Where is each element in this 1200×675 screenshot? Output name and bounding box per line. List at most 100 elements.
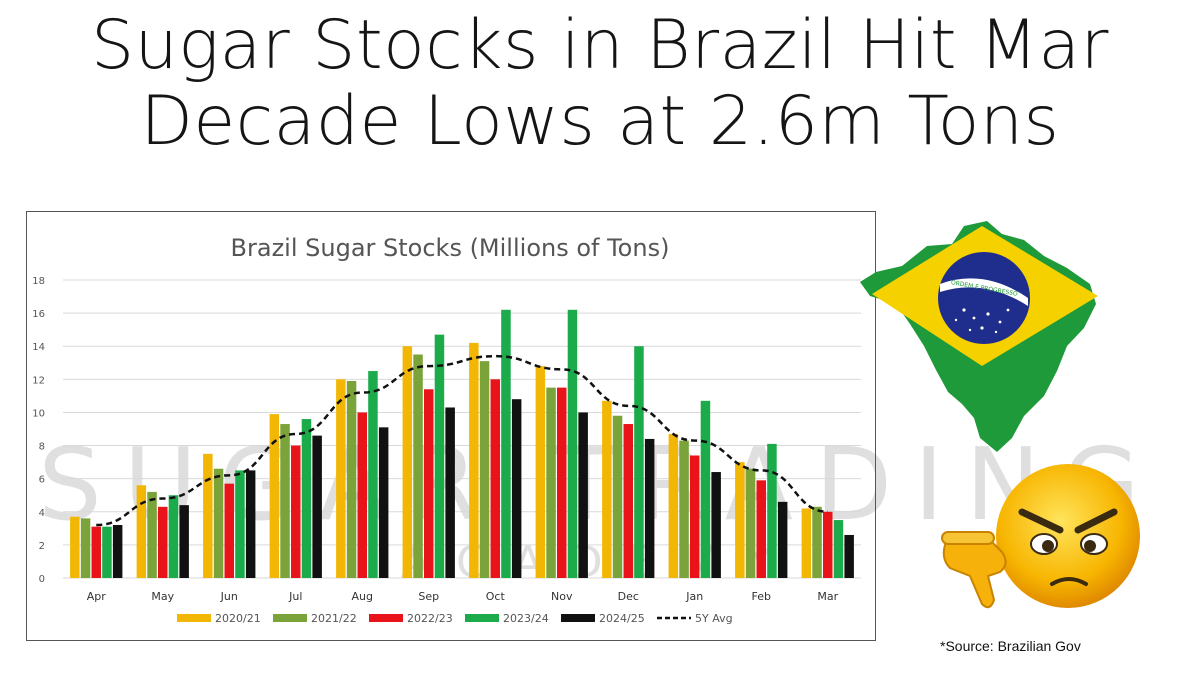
flag-globe: [938, 252, 1030, 344]
brazil-map-flag-icon: ORDEM E PROGRESSO: [852, 206, 1102, 456]
legend-label: 5Y Avg: [695, 612, 733, 625]
bar-2024-25-jul: [312, 435, 322, 578]
bar-2020-21-oct: [469, 342, 479, 578]
y-tick-label: 4: [39, 508, 45, 519]
y-tick-label: 8: [39, 442, 45, 453]
bar-2024-25-mar: [844, 534, 854, 578]
x-tick-label: Jan: [685, 590, 703, 603]
thumbs-down-icon: [941, 531, 1007, 609]
flag-stars: [954, 308, 1010, 334]
bar-2020-21-nov: [535, 366, 546, 578]
y-axis-ticks: 0 2 4 6 8 10 12 14 16 18: [32, 276, 45, 585]
average-line-layer: [96, 354, 828, 527]
y-tick-label: 16: [32, 309, 45, 320]
bar-2021-22-may: [147, 491, 157, 578]
bar-2020-21-jan: [668, 433, 679, 578]
bar-2023-24-mar: [833, 520, 844, 578]
bar-2021-22-aug: [346, 380, 357, 578]
line-5y-avg: [96, 354, 828, 527]
bar-2022-23-sep: [424, 389, 434, 578]
bar-2021-22-feb: [745, 468, 756, 578]
x-tick-label: Sep: [418, 590, 439, 603]
y-tick-label: 0: [39, 574, 45, 585]
bar-2020-21-apr: [70, 516, 80, 578]
x-tick-label: May: [151, 590, 174, 603]
bar-2023-24-oct: [501, 309, 511, 578]
headline-line-1: Sugar Stocks in Brazil Hit Mar: [91, 6, 1109, 85]
bar-2023-24-apr: [102, 526, 112, 578]
headline-line-2: Decade Lows at 2.6m Tons: [140, 82, 1060, 161]
bar-2023-24-sep: [434, 334, 445, 578]
bar-2020-21-may: [136, 485, 147, 578]
grid-lines: [63, 279, 861, 579]
bar-2020-21-jul: [269, 414, 280, 578]
bar-2022-23-jun: [224, 483, 234, 578]
bars: [70, 309, 854, 578]
bar-2022-23-mar: [823, 511, 833, 578]
emoji-face: [996, 464, 1140, 608]
legend-label: 2022/23: [407, 612, 453, 625]
bar-2022-23-dec: [623, 424, 633, 578]
bar-2020-21-aug: [336, 379, 346, 578]
bar-2021-22-mar: [812, 506, 822, 578]
bar-2021-22-apr: [80, 518, 91, 578]
bar-2024-25-sep: [445, 407, 455, 578]
bar-2021-22-jan: [679, 440, 689, 578]
legend-swatch: [273, 614, 307, 622]
legend-label: 2024/25: [599, 612, 645, 625]
y-tick-label: 10: [32, 408, 45, 419]
angry-emoji-icon: [930, 460, 1150, 630]
legend-swatch: [177, 614, 211, 622]
x-tick-label: Jul: [288, 590, 302, 603]
x-tick-label: Jun: [220, 590, 238, 603]
bar-2023-24-jan: [700, 400, 711, 578]
bar-2022-23-jan: [690, 455, 700, 578]
bar-2021-22-sep: [413, 354, 423, 578]
bar-2020-21-sep: [402, 346, 413, 578]
bar-2023-24-may: [168, 495, 179, 578]
bar-2021-22-nov: [546, 387, 556, 578]
bar-2024-25-jun: [245, 470, 256, 578]
bar-2023-24-dec: [634, 346, 644, 578]
x-tick-label: Apr: [87, 590, 107, 603]
flag-banner: [940, 278, 1028, 306]
bar-2024-25-apr: [112, 525, 123, 578]
x-tick-label: Dec: [618, 590, 639, 603]
y-tick-label: 18: [32, 276, 45, 287]
emoji-left-brow: [1018, 508, 1064, 534]
bar-2023-24-jul: [301, 419, 312, 578]
legend-label: 2020/21: [215, 612, 261, 625]
legend-swatch: [465, 614, 499, 622]
emoji-mouth: [1050, 577, 1088, 586]
bar-2024-25-dec: [644, 438, 655, 578]
bar-2024-25-jan: [711, 472, 721, 578]
bar-2024-25-oct: [511, 399, 522, 578]
bar-2021-22-dec: [612, 415, 623, 578]
bar-2024-25-may: [179, 505, 189, 578]
legend: 2020/21 2021/22 2022/23 2023/24 2024/25 5Y Av…: [177, 612, 733, 625]
bar-2022-23-nov: [557, 387, 567, 578]
bar-2024-25-nov: [578, 412, 588, 578]
source-note: *Source: Brazilian Gov: [940, 638, 1081, 654]
x-tick-label: Aug: [352, 590, 373, 603]
bar-2022-23-jul: [291, 445, 301, 578]
bar-2020-21-mar: [801, 508, 812, 578]
bar-2022-23-apr: [91, 526, 101, 578]
x-axis-ticks: Apr May Jun Jul Aug Sep Oct Nov Dec Jan Feb Mar: [87, 590, 839, 603]
bar-2023-24-aug: [368, 371, 378, 578]
bar-2022-23-feb: [756, 480, 766, 578]
bar-2020-21-feb: [735, 462, 745, 578]
x-tick-label: Mar: [817, 590, 838, 603]
bar-2022-23-oct: [490, 379, 500, 578]
bar-2021-22-jul: [280, 424, 290, 578]
bar-2024-25-feb: [777, 501, 788, 578]
chart-title: Brazil Sugar Stocks (Millions of Tons): [231, 234, 670, 262]
bar-2021-22-oct: [479, 361, 490, 578]
bar-2023-24-jun: [235, 470, 245, 578]
y-tick-label: 14: [32, 342, 45, 353]
legend-label: 2021/22: [311, 612, 357, 625]
x-tick-label: Oct: [486, 590, 506, 603]
legend-swatch: [561, 614, 595, 622]
bar-2023-24-feb: [767, 443, 777, 578]
bar-2020-21-dec: [602, 400, 612, 578]
